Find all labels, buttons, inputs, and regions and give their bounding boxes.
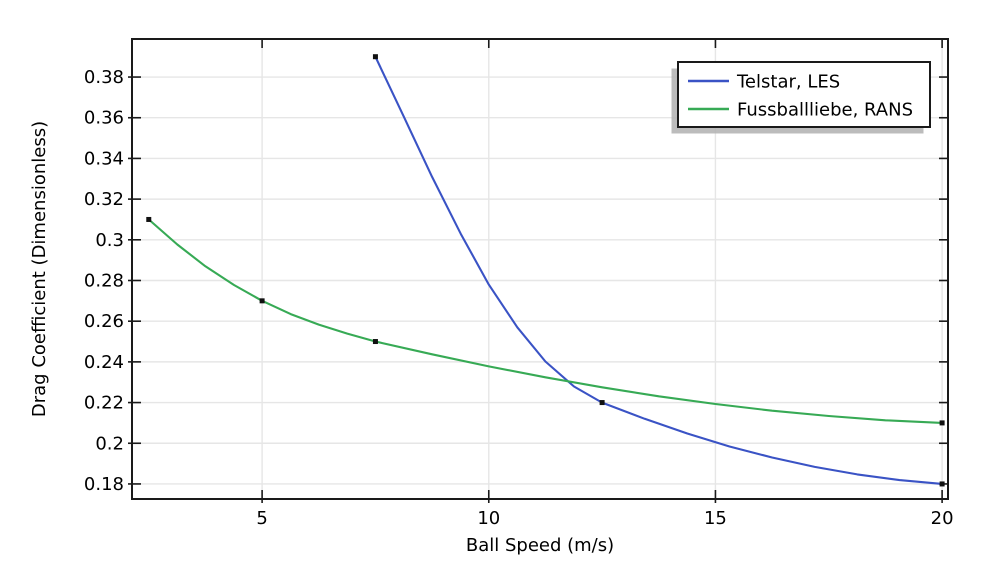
y-tick-label: 0.3 (95, 230, 124, 251)
x-tick-label: 5 (256, 508, 267, 529)
legend-label: Fussballliebe, RANS (737, 100, 913, 121)
legend-box (677, 61, 931, 128)
y-tick-label: 0.26 (84, 311, 124, 332)
x-tick-label: 20 (931, 508, 954, 529)
y-axis-title: Drag Coefficient (Dimensionless) (29, 121, 50, 417)
data-point-marker (599, 400, 605, 406)
y-tick-label: 0.22 (84, 393, 124, 414)
x-tick-label: 15 (704, 508, 727, 529)
data-point-marker (939, 420, 945, 426)
y-tick-label: 0.2 (95, 433, 124, 454)
marker-layer (146, 54, 945, 487)
data-point-marker (372, 339, 378, 345)
legend: Telstar, LES Fussballliebe, RANS (671, 61, 931, 134)
data-point-marker (146, 216, 152, 222)
data-point-marker (939, 481, 945, 487)
y-tick-label: 0.38 (84, 67, 124, 88)
series-line (147, 218, 944, 424)
x-tick-label: 10 (477, 508, 500, 529)
data-point-marker (372, 54, 378, 60)
data-point-marker (259, 298, 265, 304)
legend-label: Telstar, LES (736, 72, 840, 93)
y-tick-label: 0.32 (84, 189, 124, 210)
tick-label-layer: 0.18 0.2 0.22 0.24 0.26 0.28 0.3 0.32 0.34 0.36 0.… (84, 67, 954, 529)
y-tick-label: 0.34 (84, 148, 124, 169)
y-tick-label: 0.18 (84, 474, 124, 495)
tick-layer (128, 39, 948, 503)
y-tick-label: 0.28 (84, 270, 124, 291)
grid-layer (132, 39, 948, 499)
x-axis-title: Ball Speed (m/s) (466, 535, 614, 556)
y-tick-label: 0.36 (84, 108, 124, 129)
y-tick-label: 0.24 (84, 352, 124, 373)
plot-frame (131, 38, 949, 500)
